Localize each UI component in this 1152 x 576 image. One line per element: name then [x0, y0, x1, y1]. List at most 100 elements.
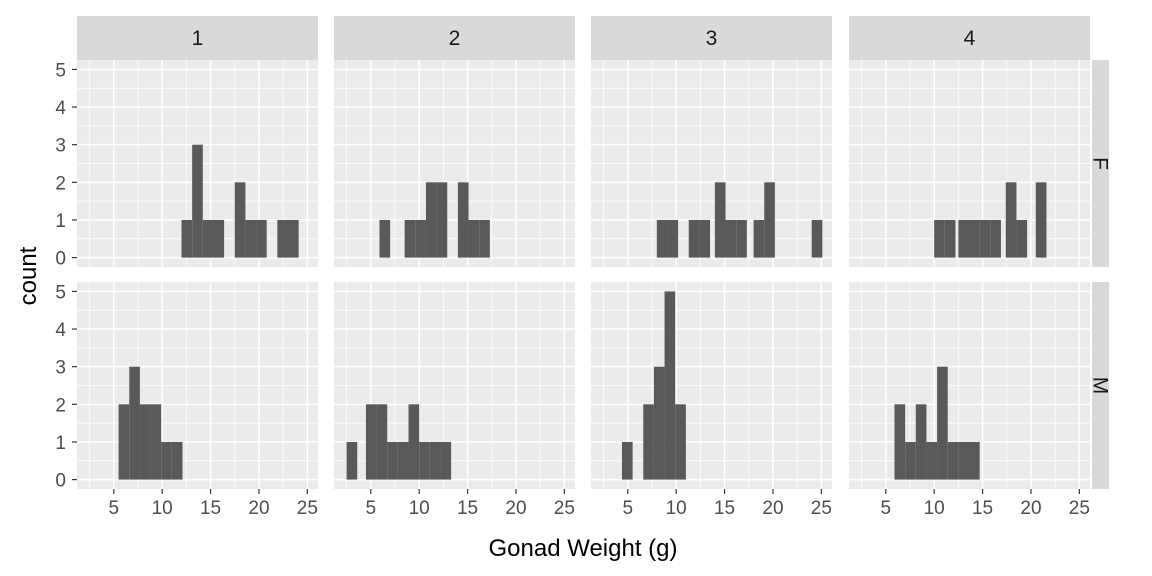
x-tick-label: 10	[409, 498, 430, 519]
bars-2-F	[379, 182, 490, 258]
histogram-bar	[118, 404, 130, 480]
strip-right-background	[1092, 282, 1109, 489]
histogram-bar	[139, 404, 151, 480]
histogram-bar	[675, 404, 686, 480]
x-tick-label: 20	[248, 498, 269, 519]
bars-3-F	[656, 182, 823, 258]
y-tick-label: 0	[55, 249, 66, 270]
panels-layer	[77, 60, 1090, 489]
strip-top-label: 2	[449, 27, 461, 50]
histogram-bar	[667, 219, 679, 258]
histogram-bar	[277, 219, 288, 258]
x-axis-title: Gonad Weight (g)	[489, 535, 678, 562]
histogram-bar	[937, 366, 948, 480]
strip-top-background	[849, 16, 1090, 60]
y-tick-label: 5	[55, 282, 66, 303]
x-tick-label: 25	[1069, 498, 1090, 519]
histogram-bar	[1005, 182, 1017, 258]
histogram-bar	[365, 404, 377, 480]
histogram-bar	[256, 219, 267, 258]
strip-right-label: M	[1089, 377, 1112, 395]
histogram-bar	[234, 182, 246, 258]
histogram-bar	[811, 219, 823, 258]
histogram-bar	[664, 291, 676, 480]
x-tick-label: 5	[880, 498, 891, 519]
x-tick-label: 10	[924, 498, 945, 519]
histogram-bar	[753, 219, 765, 258]
panel-3-F	[591, 60, 832, 267]
histogram-bar	[192, 144, 203, 258]
strip-top-label: 4	[964, 27, 976, 50]
histogram-bar	[376, 404, 388, 480]
histogram-bar	[287, 219, 299, 258]
x-tick-label: 20	[505, 498, 526, 519]
x-tick-label: 5	[108, 498, 119, 519]
histogram-bar	[419, 441, 430, 480]
x-tick-label: 25	[297, 498, 318, 519]
strip-top-label: 1	[192, 27, 204, 50]
y-tick-label: 5	[55, 60, 66, 81]
histogram-bar	[990, 219, 1001, 258]
histogram-bar	[415, 219, 426, 258]
histogram-bar	[643, 404, 654, 480]
histogram-bar	[894, 404, 906, 480]
histogram-bar	[736, 219, 747, 258]
histogram-bar	[440, 441, 452, 480]
histogram-bar	[379, 219, 391, 258]
y-tick-label: 4	[55, 320, 66, 341]
y-tick-label: 4	[55, 98, 66, 119]
histogram-bar	[346, 441, 358, 480]
y-tick-label: 0	[55, 471, 66, 492]
histogram-bar	[764, 182, 775, 258]
histogram-bar	[181, 219, 193, 258]
strip-top-background	[77, 16, 318, 60]
histogram-bar	[468, 219, 480, 258]
histogram-bar	[969, 219, 980, 258]
histogram-bar	[934, 219, 945, 258]
y-tick-label: 2	[55, 173, 66, 194]
histogram-bar	[457, 182, 469, 258]
bars-1-M	[118, 366, 183, 480]
x-tick-label: 5	[365, 498, 376, 519]
histogram-bar	[150, 404, 162, 480]
histogram-bar	[387, 441, 398, 480]
y-axis-title: count	[15, 246, 42, 305]
axes-layer: 0 1 2 3 4 5 0 1 2 3 4 5 5 10 15 20 25 5 10 15 20 25 5 10 15 20 25 5…	[55, 60, 1090, 519]
histogram-bar	[397, 441, 409, 480]
histogram-bar	[479, 219, 490, 258]
y-tick-label: 3	[55, 358, 66, 379]
histogram-bar	[699, 219, 711, 258]
histogram-bar	[171, 441, 183, 480]
histogram-bar	[926, 441, 938, 480]
histogram-bar	[408, 404, 420, 480]
histogram-bar	[915, 404, 927, 480]
histogram-bar	[653, 366, 665, 480]
x-tick-label: 10	[152, 498, 173, 519]
x-tick-label: 20	[762, 498, 783, 519]
histogram-bar	[404, 219, 416, 258]
panel-1-M	[77, 282, 318, 489]
histogram-bar	[213, 219, 225, 258]
strip-top-background	[334, 16, 575, 60]
strip-top-label: 3	[706, 27, 718, 50]
strip-right-label: F	[1089, 157, 1112, 170]
x-tick-label: 15	[714, 498, 735, 519]
x-tick-label: 5	[622, 498, 633, 519]
strips-layer: 1 2 3 4 F M	[77, 16, 1112, 489]
bars-1-F	[181, 144, 299, 258]
histogram-bar	[979, 219, 991, 258]
histogram-bar	[969, 441, 980, 480]
strip-top-background	[591, 16, 832, 60]
bars-4-M	[894, 366, 980, 480]
histogram-bar	[161, 441, 172, 480]
y-tick-label: 1	[55, 433, 66, 454]
histogram-bar	[714, 182, 726, 258]
histogram-bar	[656, 219, 668, 258]
x-tick-label: 15	[972, 498, 993, 519]
y-tick-label: 1	[55, 211, 66, 232]
histogram-bar	[725, 219, 737, 258]
histogram-bar	[944, 219, 956, 258]
histogram-bar	[429, 441, 441, 480]
histogram-bar	[905, 441, 916, 480]
histogram-bar	[436, 182, 448, 258]
